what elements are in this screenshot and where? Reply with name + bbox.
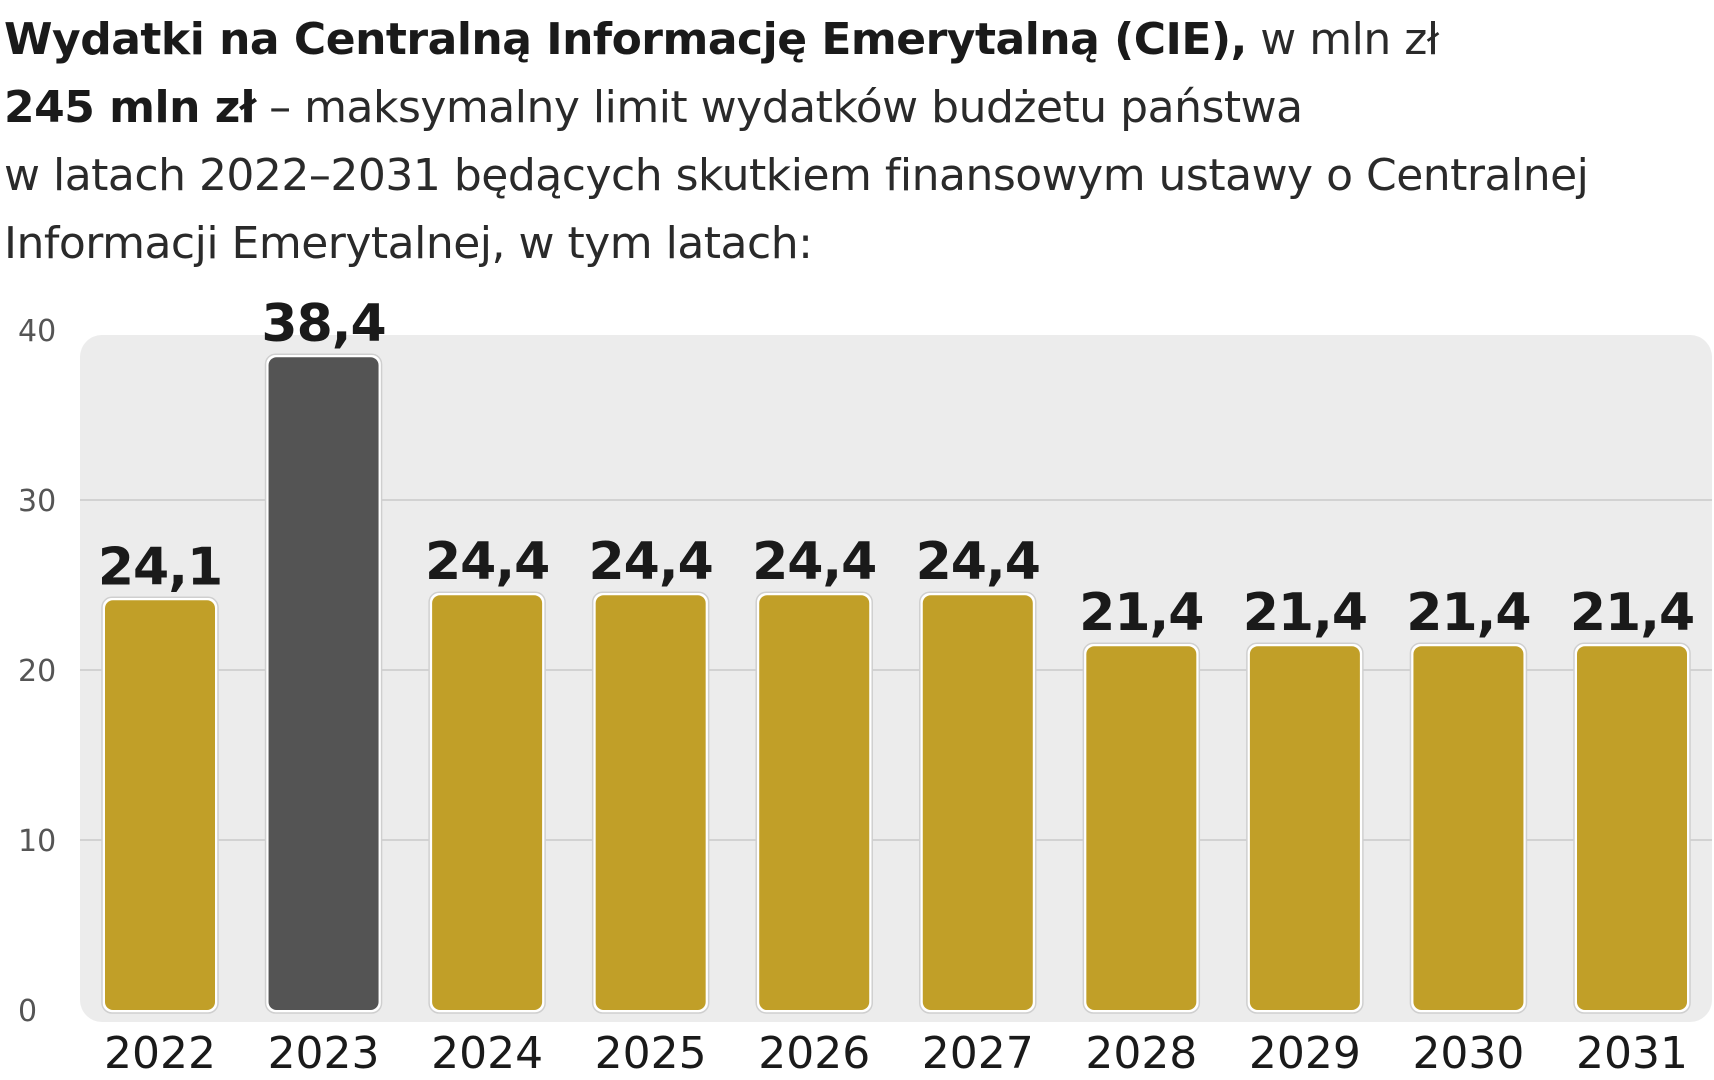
data-label-2023: 38,4 bbox=[261, 300, 385, 354]
chart-title: Wydatki na Centralną Informację Emerytal… bbox=[4, 14, 1247, 65]
limit-text: – maksymalny limit wydatków budżetu pańs… bbox=[255, 82, 1303, 133]
chart-header: Wydatki na Centralną Informację Emerytal… bbox=[4, 6, 1704, 278]
bar-2029 bbox=[1249, 646, 1360, 1010]
title-line: Wydatki na Centralną Informację Emerytal… bbox=[4, 6, 1704, 74]
x-tick-label-2030: 2030 bbox=[1412, 1028, 1524, 1079]
bar-2025 bbox=[595, 595, 706, 1010]
y-tick-label-10: 10 bbox=[18, 824, 56, 859]
bar-2031 bbox=[1577, 646, 1687, 1010]
x-tick-label-2024: 2024 bbox=[431, 1028, 543, 1079]
y-tick-label-0: 0 bbox=[18, 994, 37, 1029]
data-label-2024: 24,4 bbox=[425, 532, 549, 592]
chart-unit: w mln zł bbox=[1246, 14, 1439, 65]
x-tick-label-2028: 2028 bbox=[1085, 1028, 1197, 1079]
data-labels: 24,1 38,4 24,4 24,4 24,4 24,4 21,4 21,4 21,4 21,4 bbox=[98, 300, 1695, 643]
data-label-2031: 21,4 bbox=[1570, 583, 1694, 643]
bar-2023 bbox=[268, 357, 379, 1010]
bar-2030 bbox=[1413, 646, 1524, 1010]
bar-2026 bbox=[759, 595, 870, 1010]
y-tick-label-40: 40 bbox=[18, 314, 56, 349]
data-label-2030: 21,4 bbox=[1406, 583, 1530, 643]
y-tick-label-30: 30 bbox=[18, 484, 56, 519]
subtitle-line-3: Informacji Emerytalnej, w tym latach: bbox=[4, 218, 813, 269]
x-tick-label-2022: 2022 bbox=[104, 1028, 216, 1079]
data-label-2026: 24,4 bbox=[752, 532, 876, 592]
bar-2024 bbox=[432, 595, 543, 1010]
subtitle-line-2: w latach 2022–2031 będących skutkiem fin… bbox=[4, 150, 1589, 201]
subtitle-line-1: 245 mln zł – maksymalny limit wydatków b… bbox=[4, 74, 1704, 142]
data-label-2025: 24,4 bbox=[589, 532, 713, 592]
bar-2022 bbox=[105, 600, 215, 1010]
x-tick-label-2026: 2026 bbox=[758, 1028, 870, 1079]
x-tick-label-2031: 2031 bbox=[1576, 1028, 1688, 1079]
x-tick-label-2027: 2027 bbox=[922, 1028, 1034, 1079]
limit-amount: 245 mln zł bbox=[4, 82, 256, 133]
x-tick-label-2023: 2023 bbox=[268, 1028, 380, 1079]
bar-2028 bbox=[1086, 646, 1197, 1010]
data-label-2022: 24,1 bbox=[98, 537, 222, 597]
x-axis: 2022 2023 2024 2025 2026 2027 2028 2029 2030 2031 bbox=[104, 1028, 1688, 1079]
y-axis: 0 10 20 30 40 bbox=[18, 314, 56, 1029]
y-tick-label-20: 20 bbox=[18, 654, 56, 689]
data-label-2028: 21,4 bbox=[1079, 583, 1203, 643]
x-tick-label-2025: 2025 bbox=[595, 1028, 707, 1079]
data-label-2027: 24,4 bbox=[916, 532, 1040, 592]
bars bbox=[101, 353, 1691, 1014]
x-tick-label-2029: 2029 bbox=[1249, 1028, 1361, 1079]
data-label-2029: 21,4 bbox=[1243, 583, 1367, 643]
bar-2027 bbox=[922, 595, 1033, 1010]
